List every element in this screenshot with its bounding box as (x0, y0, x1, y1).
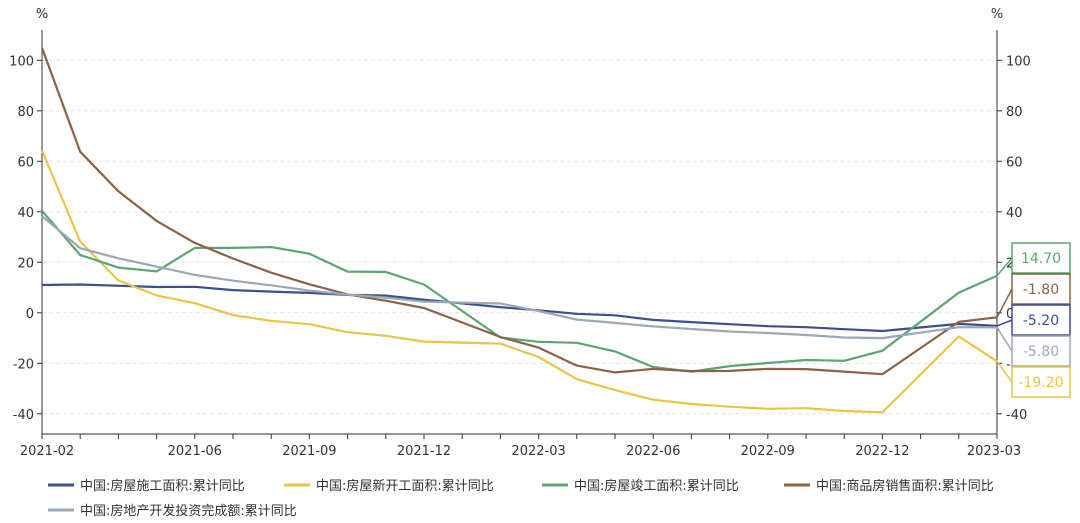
right-y-tick-label: 80 (1006, 105, 1023, 120)
legend-label: 中国:房地产开发投资完成额:累计同比 (80, 503, 297, 519)
right-y-tick-label: -40 (1006, 408, 1027, 423)
series-line-4 (40, 47, 998, 376)
series-lines (40, 47, 998, 414)
end-label-text: -19.20 (1018, 375, 1063, 391)
end-label-box (1011, 304, 1071, 336)
end-label-text: -1.80 (1023, 282, 1059, 298)
end-label-connector (996, 319, 1013, 327)
left-y-tick-label: 60 (17, 155, 34, 170)
legend-label: 中国:房屋新开工面积:累计同比 (316, 478, 494, 494)
x-tick-label: 2022-06 (626, 444, 680, 459)
right-y-tick-label: 60 (1006, 155, 1023, 170)
end-label-connector (996, 360, 1013, 383)
x-tick-label: 2022-12 (855, 444, 909, 459)
left-y-tick-label: 40 (17, 206, 34, 221)
end-label-box (1011, 366, 1071, 398)
end-label-text: -5.80 (1023, 344, 1059, 360)
left-y-tick-label: 20 (17, 256, 34, 271)
right-y-tick-label: 100 (1006, 54, 1031, 69)
axis-ticks: -40-40-20-200020204040606080801001002021… (9, 54, 1031, 459)
end-label-box (1011, 242, 1071, 274)
x-tick-label: 2022-03 (511, 444, 565, 459)
left-y-tick-label: 80 (17, 105, 34, 120)
end-label-box (1011, 273, 1071, 305)
end-label-connector (996, 327, 1013, 352)
end-label-text: 14.70 (1021, 251, 1061, 267)
left-y-tick-label: -40 (13, 408, 34, 423)
series-line-5 (41, 215, 998, 340)
left-y-tick-label: -20 (13, 357, 34, 372)
x-tick-label: 2021-09 (282, 444, 336, 459)
left-y-unit-label: % (36, 7, 48, 22)
legend-label: 中国:房屋施工面积:累计同比 (80, 478, 245, 494)
end-label-box (1011, 335, 1071, 367)
legend-label: 中国:房屋竣工面积:累计同比 (574, 478, 739, 494)
grid-lines (42, 59, 997, 415)
x-tick-label: 2022-09 (741, 444, 795, 459)
x-tick-label: 2021-02 (20, 444, 74, 459)
left-y-tick-label: 100 (9, 54, 34, 69)
series-line-2 (40, 149, 998, 414)
legend: 中国:房屋施工面积:累计同比 中国:房屋新开工面积:累计同比 中国:房屋竣工面积:累… (48, 478, 994, 519)
right-y-unit-label: % (991, 7, 1003, 22)
legend-label: 中国:商品房销售面积:累计同比 (816, 478, 994, 494)
end-value-labels: 14.70 -1.80 -5.20 -5.80 -19.20 (996, 242, 1071, 398)
axes: % % (36, 7, 1003, 435)
x-tick-label: 2023-03 (967, 444, 1021, 459)
x-tick-label: 2021-12 (397, 444, 451, 459)
end-label-text: -5.20 (1023, 313, 1059, 329)
right-y-tick-label: 40 (1006, 206, 1023, 221)
x-tick-label: 2021-06 (168, 444, 222, 459)
right-y-tick-label: 0 (1006, 307, 1014, 322)
end-label-connector (996, 257, 1013, 277)
end-label-connector (996, 288, 1013, 318)
left-y-tick-label: 0 (26, 307, 34, 322)
series-line-3 (41, 210, 998, 373)
